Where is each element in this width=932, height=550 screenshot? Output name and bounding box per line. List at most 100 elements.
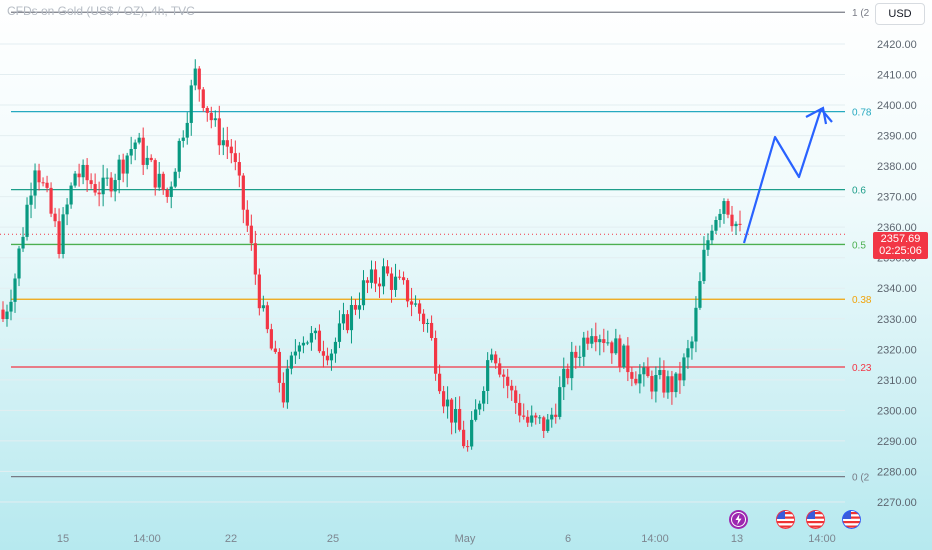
- candle-body: [41, 182, 45, 184]
- candle-body: [606, 342, 610, 344]
- time-axis-label: 13: [731, 533, 743, 545]
- candle-body: [317, 330, 322, 352]
- candle-body: [610, 342, 614, 354]
- candle-body: [698, 281, 702, 308]
- candle-body: [482, 390, 486, 404]
- currency-button[interactable]: USD: [875, 3, 925, 25]
- us-flag-event-icon[interactable]: [776, 510, 795, 529]
- candle-body: [389, 273, 394, 290]
- candle-body: [730, 214, 734, 227]
- candle-body: [734, 223, 738, 227]
- candle-body: [53, 213, 57, 222]
- candle-body: [177, 140, 181, 172]
- candle-body: [133, 142, 137, 150]
- candle-body: [137, 137, 141, 143]
- candle-body: [77, 173, 81, 178]
- candle-body: [502, 374, 506, 377]
- us-flag-event-icon[interactable]: [806, 510, 825, 529]
- candle-body: [337, 323, 342, 342]
- time-axis-label: 6: [565, 533, 571, 545]
- fib-level-label: 1 (2: [852, 8, 870, 19]
- candle-body: [570, 351, 574, 379]
- candle-body: [13, 278, 17, 302]
- fib-level-label: 0 (2: [852, 473, 870, 484]
- candle-body: [313, 330, 318, 334]
- candle-body: [37, 170, 41, 183]
- candle-body: [538, 417, 542, 419]
- candle-body: [401, 277, 406, 281]
- fib-level-label: 0.5: [852, 240, 866, 251]
- candle-body: [309, 333, 314, 343]
- candle-body: [221, 140, 225, 146]
- candle-body: [690, 341, 694, 349]
- candle-body: [305, 342, 310, 344]
- candle-body: [89, 180, 93, 185]
- price-axis-label: 2300.00: [877, 405, 917, 417]
- fib-level-label: 0.78: [852, 108, 872, 119]
- candlestick-series: [1, 59, 742, 452]
- candle-body: [433, 338, 438, 374]
- candle-body: [361, 280, 366, 306]
- candle-body: [542, 417, 546, 431]
- candle-body: [173, 171, 177, 187]
- candle-body: [630, 372, 634, 379]
- lightning-event-icon[interactable]: [729, 510, 748, 529]
- candle-body: [678, 373, 682, 381]
- fibonacci-retracement[interactable]: 1 (2 0.78 0.6 0.5 0.38 0.23 0 (2: [11, 8, 872, 484]
- candle-body: [237, 162, 241, 176]
- candle-body: [706, 240, 710, 250]
- bar-countdown-label: 02:25:06: [873, 245, 928, 259]
- candle-body: [385, 266, 390, 274]
- candle-body: [446, 399, 450, 407]
- candle-body: [634, 378, 638, 384]
- candle-body: [494, 354, 498, 364]
- candle-body: [626, 345, 630, 373]
- fib-level-label: 0.23: [852, 363, 872, 374]
- time-axis-label: 14:00: [641, 533, 669, 545]
- candle-body: [145, 157, 149, 165]
- candle-body: [5, 311, 9, 320]
- us-flag-event-icon[interactable]: [842, 510, 861, 529]
- candle-body: [530, 415, 534, 423]
- candle-body: [113, 180, 117, 192]
- projection-arrow[interactable]: [742, 107, 833, 244]
- candle-body: [413, 303, 418, 305]
- price-axis-label: 2360.00: [877, 222, 917, 234]
- price-axis-label: 2380.00: [877, 161, 917, 173]
- price-axis-label: 2270.00: [877, 497, 917, 509]
- candle-body: [197, 68, 201, 90]
- current-price-label: 2357.69: [873, 232, 928, 245]
- time-axis[interactable]: 15 14:00 22 25 May 6 14:00 13 14:00: [57, 533, 836, 545]
- candle-body: [574, 351, 578, 358]
- candle-body: [554, 414, 558, 417]
- candle-body: [381, 266, 386, 287]
- candle-body: [1, 309, 5, 320]
- candle-body: [289, 355, 293, 369]
- price-axis[interactable]: 2420.00 2410.00 2400.00 2390.00 2380.00 2370.…: [877, 39, 917, 509]
- candle-body: [345, 314, 350, 331]
- time-axis-label: 22: [225, 533, 237, 545]
- candle-body: [25, 204, 29, 237]
- candle-body: [425, 322, 430, 325]
- price-axis-label: 2290.00: [877, 436, 917, 448]
- candle-body: [526, 416, 530, 423]
- candle-body: [57, 221, 61, 254]
- candle-body: [17, 248, 21, 279]
- candle-body: [450, 399, 454, 423]
- candle-body: [638, 374, 642, 384]
- candle-body: [125, 155, 129, 174]
- candle-body: [490, 354, 494, 361]
- candle-body: [97, 192, 101, 195]
- candle-body: [165, 189, 169, 197]
- candle-body: [129, 149, 133, 156]
- candle-body: [726, 201, 730, 215]
- candle-body: [245, 209, 249, 226]
- candle-body: [702, 249, 706, 282]
- candle-body: [650, 376, 654, 392]
- candle-body: [233, 153, 237, 163]
- candle-body: [722, 201, 726, 214]
- candle-body: [486, 360, 490, 391]
- candle-body: [658, 370, 662, 376]
- price-axis-label: 2410.00: [877, 70, 917, 82]
